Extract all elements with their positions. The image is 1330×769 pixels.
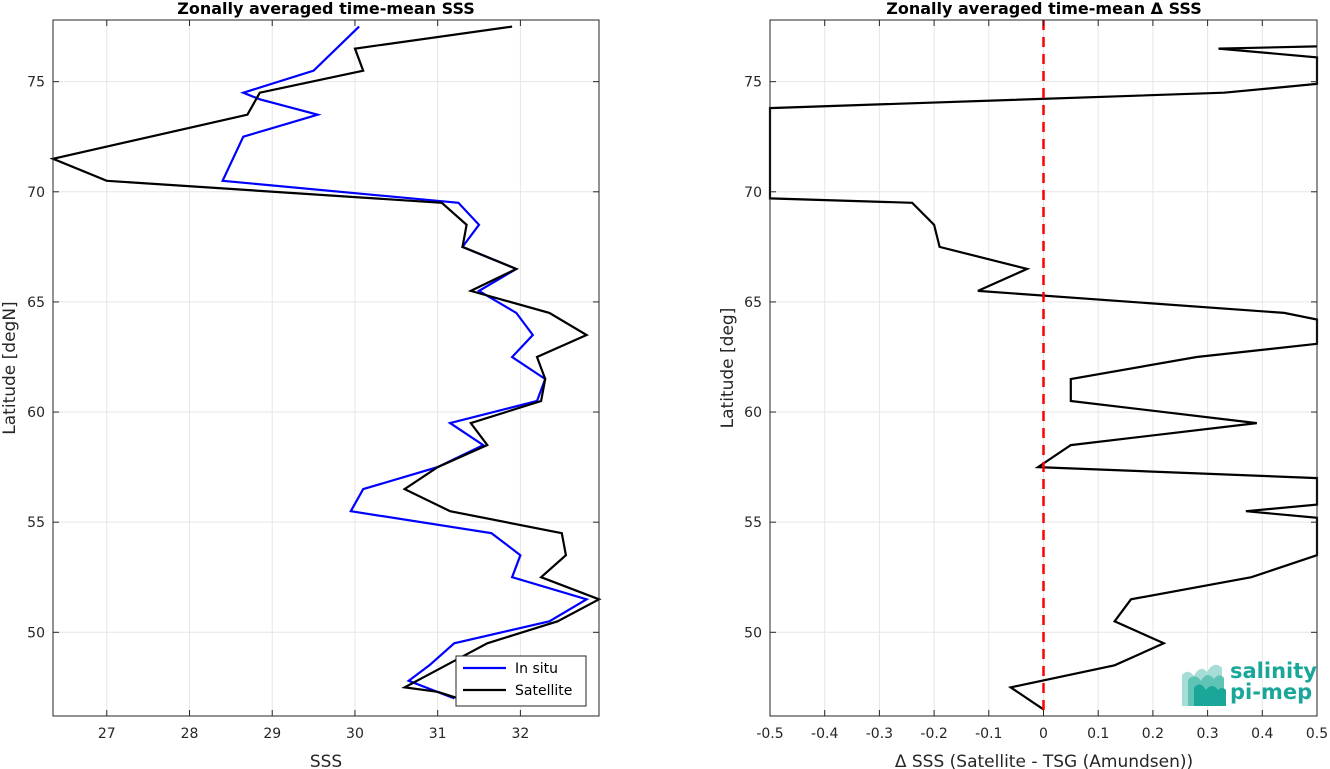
- x-tick-label: -0.4: [811, 726, 838, 742]
- y-tick-labels: 50 55 60 65 70 75: [27, 75, 45, 642]
- logo-text-pi-mep: pi-mep: [1230, 680, 1312, 704]
- x-tick-label: -0.3: [866, 726, 893, 742]
- x-tick-label: 31: [429, 726, 447, 742]
- wave-logo-icon: [1182, 664, 1226, 706]
- x-tick-labels: 27 28 29 30 31 32: [98, 726, 529, 742]
- y-axis-label: Latitude [deg]: [718, 308, 738, 429]
- y-tick-labels: 50 55 60 65 70 75: [744, 75, 762, 642]
- legend-label-in-situ: In situ: [515, 661, 558, 677]
- x-tick-label: 0.3: [1196, 726, 1218, 742]
- x-tick-label: 0: [1039, 726, 1048, 742]
- plot-area-background: [53, 20, 599, 716]
- tick-marks: [769, 20, 1318, 716]
- x-tick-label: -0.5: [756, 726, 783, 742]
- y-tick-label: 75: [27, 75, 45, 91]
- y-tick-label: 55: [27, 515, 45, 531]
- tick-marks: [53, 20, 599, 716]
- delta-sss-plot-panel: -0.5 -0.4 -0.3 -0.2 -0.1 0 0.1 0.2 0.3 0.4 0.5 505…: [718, 0, 1328, 769]
- x-tick-label: 0.5: [1306, 726, 1328, 742]
- x-tick-label: 27: [98, 726, 116, 742]
- y-tick-label: 65: [27, 295, 45, 311]
- x-tick-label: 0.1: [1087, 726, 1109, 742]
- y-tick-label: 65: [744, 295, 762, 311]
- plot-area-border: [52, 19, 600, 717]
- sss-plot-panel: 27 28 29 30 31 32 50 55 60 65 70 75 Zonally averag…: [0, 0, 602, 769]
- y-axis-label: Latitude [degN]: [0, 301, 20, 434]
- series-line-satellite: [49, 25, 602, 700]
- y-tick-label: 70: [744, 185, 762, 201]
- legend: In situ Satellite: [455, 655, 587, 707]
- y-tick-label: 75: [744, 75, 762, 91]
- x-axis-label: SSS: [310, 752, 342, 769]
- logo-text-salinity: salinity: [1230, 659, 1317, 683]
- series-lines: [49, 25, 602, 700]
- y-tick-label: 60: [27, 405, 45, 421]
- y-tick-label: 60: [744, 405, 762, 421]
- y-tick-label: 50: [27, 625, 45, 641]
- y-tick-label: 55: [744, 515, 762, 531]
- x-tick-label: 29: [263, 726, 281, 742]
- legend-box: [455, 655, 587, 707]
- y-tick-label: 70: [27, 185, 45, 201]
- x-tick-label: 0.4: [1251, 726, 1273, 742]
- x-axis-label: Δ SSS (Satellite - TSG (Amundsen)): [895, 752, 1193, 769]
- x-tick-label: 28: [181, 726, 199, 742]
- legend-label-satellite: Satellite: [515, 683, 572, 699]
- x-tick-label: 0.2: [1142, 726, 1164, 742]
- chart-title: Zonally averaged time-mean SSS: [177, 0, 475, 18]
- salinity-pi-mep-logo: salinity pi-mep: [1182, 659, 1317, 706]
- y-tick-label: 50: [744, 625, 762, 641]
- x-tick-label: -0.1: [975, 726, 1002, 742]
- chart-title: Zonally averaged time-mean Δ SSS: [886, 0, 1202, 18]
- x-tick-label: -0.2: [920, 726, 947, 742]
- x-tick-label: 32: [511, 726, 529, 742]
- x-tick-label: 30: [346, 726, 364, 742]
- x-tick-labels: -0.5 -0.4 -0.3 -0.2 -0.1 0 0.1 0.2 0.3 0.4 0.5: [756, 726, 1328, 742]
